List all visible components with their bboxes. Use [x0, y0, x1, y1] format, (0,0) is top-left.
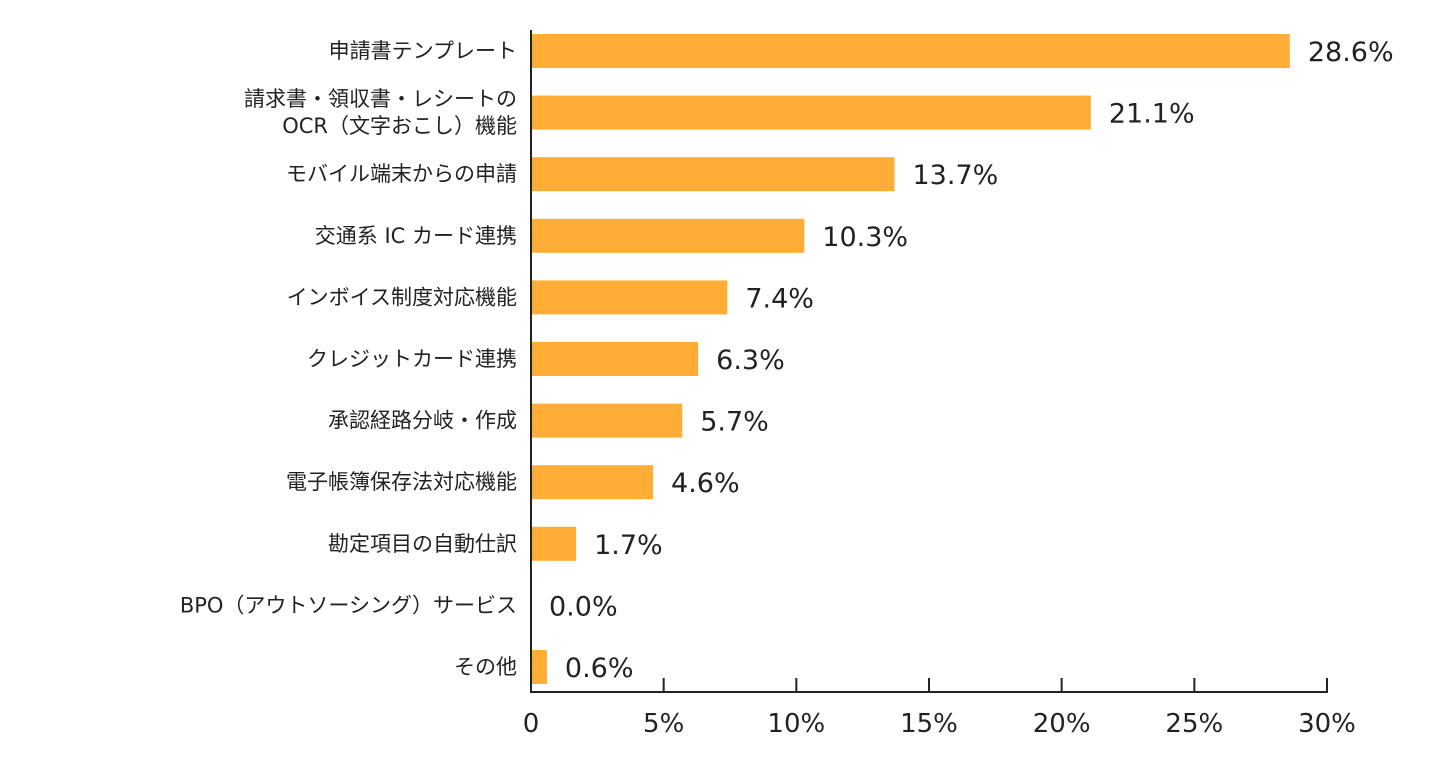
category-label-1-line-0: 請求書・領収書・レシートの: [244, 87, 517, 111]
value-label-1: 21.1%: [1109, 99, 1195, 130]
x-tick-label-4: 20%: [1033, 709, 1091, 739]
bar-3: [531, 218, 805, 253]
category-label-4: インボイス制度対応機能: [287, 285, 517, 309]
bars-layer: [531, 34, 1290, 684]
bar-5: [531, 342, 699, 376]
value-label-3: 10.3%: [822, 222, 908, 253]
bar-2: [531, 157, 895, 192]
bar-0: [531, 34, 1290, 68]
category-label-9: BPO（アウトソーシング）サービス: [180, 593, 517, 617]
axis-layer: 0 5% 10% 15% 20% 25% 30%: [523, 30, 1356, 739]
category-label-8: 勘定項目の自動仕訳: [328, 532, 517, 556]
value-label-7: 4.6%: [671, 468, 740, 499]
bar-6: [531, 403, 683, 438]
value-label-0: 28.6%: [1308, 37, 1394, 68]
bar-10: [531, 650, 547, 684]
category-label-2: モバイル端末からの申請: [286, 162, 517, 186]
bar-1: [531, 95, 1091, 130]
value-label-6: 5.7%: [700, 407, 769, 438]
x-tick-label-6: 30%: [1298, 709, 1356, 739]
category-label-0: 申請書テンプレート: [329, 39, 517, 63]
category-label-10: その他: [454, 655, 517, 679]
labels-layer: 28.6% 申請書テンプレート 21.1% 請求書・領収書・レシートの OCR（文字おこ…: [180, 37, 1394, 684]
x-tick-label-3: 15%: [900, 709, 958, 739]
value-label-8: 1.7%: [594, 530, 663, 561]
value-label-2: 13.7%: [913, 160, 999, 191]
category-label-3: 交通系 IC カード連携: [315, 224, 517, 248]
bar-4: [531, 280, 728, 315]
category-label-6: 承認経路分岐・作成: [328, 409, 517, 433]
value-label-5: 6.3%: [716, 345, 785, 376]
x-tick-label-2: 10%: [767, 709, 825, 739]
value-label-4: 7.4%: [745, 283, 814, 314]
bar-7: [531, 465, 654, 500]
bar-8: [531, 526, 577, 561]
x-tick-label-5: 25%: [1165, 709, 1223, 739]
value-label-9: 0.0%: [549, 591, 618, 622]
x-tick-label-0: 0: [523, 709, 540, 739]
category-label-5: クレジットカード連携: [307, 347, 517, 371]
category-label-7: 電子帳簿保存法対応機能: [286, 470, 517, 494]
category-label-1-line-1: OCR（文字おこし）機能: [282, 114, 517, 138]
value-label-10: 0.6%: [565, 653, 634, 684]
x-tick-label-1: 5%: [643, 709, 684, 739]
